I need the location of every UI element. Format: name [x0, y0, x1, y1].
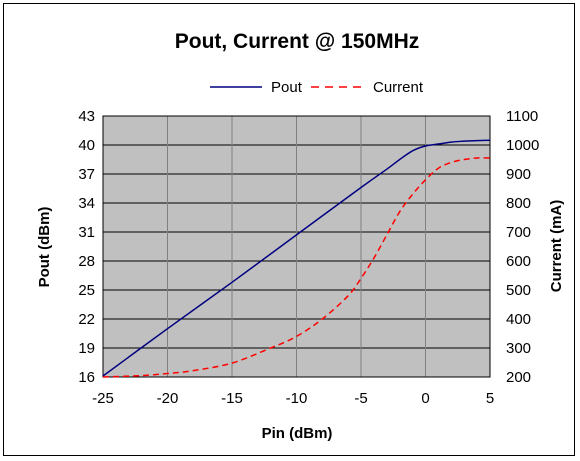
plot-border — [102, 115, 491, 378]
y-left-tick-label: 19 — [78, 340, 95, 357]
y-left-tick-label: 34 — [78, 195, 95, 212]
legend-current-label: Current — [373, 79, 424, 96]
y-right-tick-label: 500 — [506, 282, 531, 299]
y-left-tick-label: 22 — [78, 311, 95, 328]
x-tick-label: -5 — [354, 390, 367, 407]
x-tick-label: -10 — [286, 390, 308, 407]
x-tick-label: 5 — [486, 390, 494, 407]
y-left-tick-label: 28 — [78, 253, 95, 270]
y-right-tick-label: 1000 — [506, 137, 539, 154]
series-line-pout — [102, 139, 491, 377]
chart-title: Pout, Current @ 150MHz — [175, 30, 420, 53]
x-tick-label: -15 — [221, 390, 243, 407]
x-tick-label: -20 — [157, 390, 179, 407]
y-axis-left-label: Pout (dBm) — [36, 207, 53, 288]
x-tick-label: -25 — [92, 390, 114, 407]
y-right-tick-label: 300 — [506, 340, 531, 357]
y-right-tick-label: 900 — [506, 166, 531, 183]
y-right-tick-label: 200 — [506, 369, 531, 386]
y-right-tick-label: 1100 — [506, 108, 538, 125]
y-right-tick-label: 400 — [506, 311, 531, 328]
x-tick-label: 0 — [421, 390, 429, 407]
grid — [102, 115, 491, 378]
y-left-tick-label: 25 — [78, 282, 95, 299]
x-axis-label: Pin (dBm) — [262, 425, 333, 442]
y-right-tick-label: 800 — [506, 195, 531, 212]
y-left-tick-label: 31 — [78, 224, 95, 241]
y-left-tick-label: 43 — [78, 108, 95, 125]
y-axis-right-label: Current (mA) — [548, 200, 565, 293]
y-left-tick-label: 16 — [78, 369, 95, 386]
series-line-current — [102, 157, 491, 378]
series-layer — [102, 139, 491, 378]
y-right-tick-label: 700 — [506, 224, 531, 241]
legend: Pout Current — [210, 79, 424, 96]
y-left-tick-label: 37 — [78, 166, 95, 183]
legend-pout-label: Pout — [271, 79, 303, 96]
y-right-tick-label: 600 — [506, 253, 531, 270]
y-left-tick-label: 40 — [78, 137, 95, 154]
tick-labels: -25 -20 -15 -10 -5 0 5 16 19 22 25 28 31 34 37 40 43 200 3… — [78, 108, 539, 407]
